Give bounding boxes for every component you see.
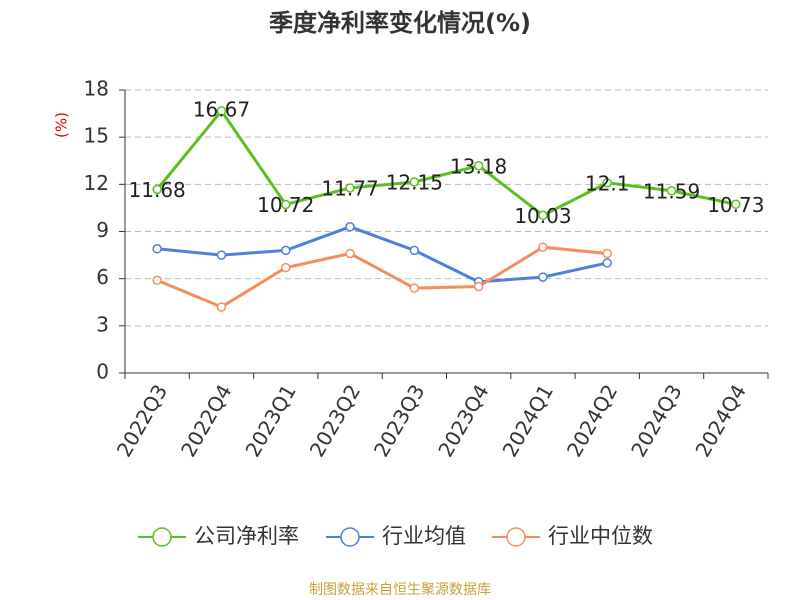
point-marker bbox=[345, 248, 355, 259]
x-tick-label: 2023Q1 bbox=[240, 380, 300, 461]
point-marker bbox=[409, 245, 420, 256]
y-tick-label: 0 bbox=[96, 360, 109, 384]
point-marker bbox=[538, 210, 548, 221]
x-tick-label: 2024Q3 bbox=[626, 380, 686, 461]
point-marker bbox=[602, 248, 612, 259]
series-line bbox=[157, 225, 608, 284]
point-marker bbox=[281, 245, 291, 256]
data-label: 12.1 bbox=[585, 171, 630, 195]
x-tick-label: 2023Q2 bbox=[305, 380, 365, 461]
data-label: 12.15 bbox=[386, 170, 443, 194]
x-tick-label: 2024Q4 bbox=[690, 380, 750, 461]
source-note: 制图数据来自恒生聚源数据库 bbox=[309, 582, 491, 598]
series-line bbox=[156, 245, 608, 309]
data-label: 10.03 bbox=[514, 204, 571, 228]
point-marker bbox=[345, 183, 355, 193]
point-marker bbox=[216, 302, 227, 312]
point-marker bbox=[152, 184, 162, 195]
point-marker bbox=[281, 262, 291, 273]
data-label: 10.73 bbox=[707, 193, 764, 217]
point-marker bbox=[409, 177, 420, 187]
data-label: 11.68 bbox=[129, 178, 186, 202]
point-marker bbox=[216, 106, 227, 116]
point-marker bbox=[473, 161, 484, 171]
series-line bbox=[155, 108, 737, 218]
x-tick-label: 2024Q2 bbox=[562, 380, 622, 461]
y-tick-label: 12 bbox=[84, 171, 109, 195]
y-tick-label: 6 bbox=[96, 265, 109, 289]
point-marker bbox=[666, 186, 677, 196]
point-marker bbox=[731, 199, 741, 210]
data-label: 11.59 bbox=[643, 179, 700, 203]
point-marker bbox=[538, 242, 548, 252]
y-axis-label: (%) bbox=[53, 112, 71, 138]
point-marker bbox=[216, 250, 227, 260]
point-marker bbox=[281, 199, 291, 210]
point-marker bbox=[538, 272, 548, 282]
point-marker bbox=[152, 244, 162, 254]
legend-label: 行业中位数 bbox=[548, 524, 653, 548]
data-label: 10.72 bbox=[257, 193, 314, 217]
y-tick-label: 9 bbox=[96, 218, 109, 242]
x-tick-label: 2022Q3 bbox=[112, 380, 172, 461]
x-tick-label: 2022Q4 bbox=[176, 380, 236, 461]
data-label: 13.18 bbox=[450, 154, 507, 178]
point-marker bbox=[345, 222, 355, 232]
x-tick-label: 2024Q1 bbox=[498, 380, 558, 461]
point-marker bbox=[602, 258, 612, 268]
y-tick-label: 18 bbox=[84, 77, 109, 101]
data-label: 11.77 bbox=[321, 176, 378, 200]
point-marker bbox=[473, 281, 484, 292]
point-marker bbox=[602, 178, 612, 188]
legend-marker bbox=[340, 527, 360, 547]
y-tick-label: 3 bbox=[96, 312, 109, 336]
chart-title: 季度净利率变化情况(%) bbox=[269, 9, 531, 37]
x-tick-label: 2023Q4 bbox=[433, 380, 493, 461]
legend-marker bbox=[506, 527, 526, 547]
legend-marker bbox=[152, 527, 172, 547]
point-marker bbox=[152, 275, 162, 285]
y-tick-label: 15 bbox=[84, 124, 109, 148]
x-tick-label: 2023Q3 bbox=[369, 380, 429, 461]
data-label: 16.67 bbox=[193, 97, 250, 121]
legend-label: 公司净利率 bbox=[194, 524, 299, 548]
legend-label: 行业均值 bbox=[382, 524, 466, 548]
point-marker bbox=[409, 283, 420, 293]
